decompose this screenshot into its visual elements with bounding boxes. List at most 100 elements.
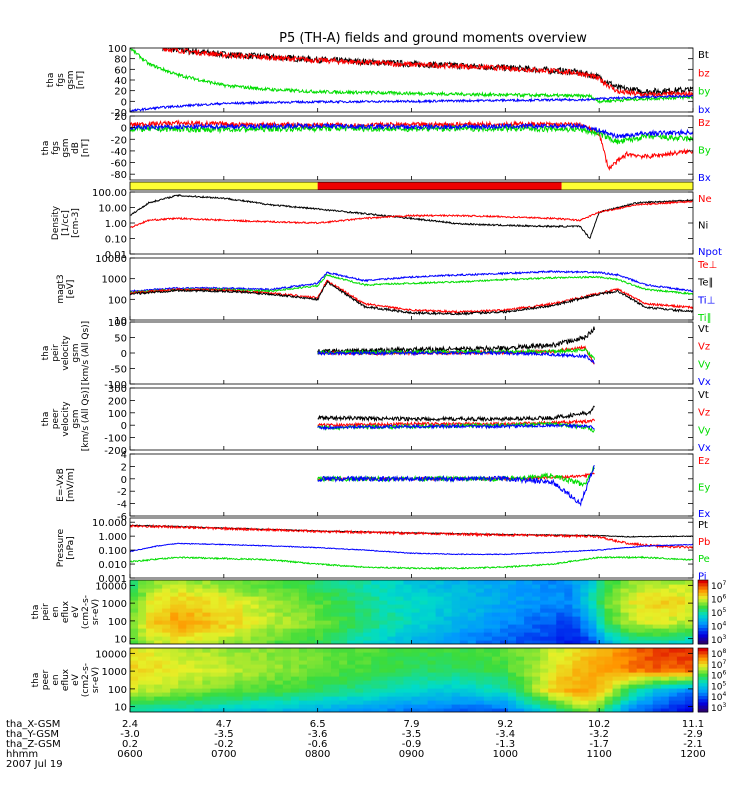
- heatmap-cell: [508, 656, 517, 661]
- heatmap-cell: [266, 592, 276, 597]
- heatmap-cell: [138, 604, 147, 609]
- heatmap-cell: [178, 656, 187, 661]
- heatmap-cell: [588, 640, 598, 644]
- heatmap-cell: [130, 692, 139, 697]
- heatmap-cell: [138, 628, 147, 633]
- heatmap-cell: [499, 652, 509, 657]
- y-tick-label: 20: [114, 112, 127, 123]
- heatmap-cell: [628, 604, 638, 609]
- heatmap-cell: [644, 640, 654, 644]
- heatmap-cell: [266, 620, 276, 625]
- heatmap-cell: [516, 672, 525, 677]
- heatmap-cell: [620, 648, 630, 653]
- heatmap-cell: [242, 684, 252, 689]
- heatmap-cell: [154, 616, 163, 621]
- heatmap-cell: [274, 620, 284, 625]
- legend-entry-bx: bx: [698, 105, 710, 116]
- heatmap-cell: [427, 704, 437, 709]
- series-line-Pb: [130, 523, 693, 549]
- heatmap-cell: [548, 676, 557, 681]
- heatmap-cell: [628, 596, 638, 601]
- heatmap-cell: [250, 584, 260, 589]
- heatmap-cell: [459, 612, 469, 617]
- heatmap-cell: [242, 640, 252, 644]
- time-axis-value: -3.5: [402, 729, 422, 740]
- heatmap-cell: [339, 696, 348, 701]
- heatmap-cell: [652, 660, 662, 665]
- heatmap-cell: [403, 692, 413, 697]
- heatmap-cell: [282, 640, 292, 644]
- heatmap-cell: [314, 652, 324, 657]
- heatmap-cell: [459, 620, 469, 625]
- heatmap-cell: [676, 652, 686, 657]
- heatmap-cell: [564, 600, 573, 605]
- heatmap-cell: [580, 600, 590, 605]
- heatmap-cell: [298, 592, 308, 597]
- heatmap-cell: [572, 708, 581, 712]
- heatmap-cell: [516, 688, 525, 693]
- heatmap-cell: [298, 632, 308, 637]
- heatmap-cell: [483, 680, 493, 685]
- heatmap-cell: [138, 680, 147, 685]
- heatmap-cell: [435, 692, 445, 697]
- heatmap-cell: [290, 664, 300, 669]
- heatmap-cell: [387, 632, 397, 637]
- mode-bar: [129, 181, 694, 191]
- heatmap-cell: [459, 580, 469, 585]
- heatmap-cell: [210, 600, 220, 605]
- heatmap-cell: [290, 604, 300, 609]
- heatmap-cell: [138, 700, 147, 705]
- heatmap-cell: [564, 696, 573, 701]
- heatmap-cell: [347, 704, 356, 709]
- heatmap-cell: [154, 624, 163, 629]
- heatmap-cell: [548, 596, 557, 601]
- heatmap-cell: [660, 660, 670, 665]
- heatmap-cell: [612, 664, 622, 669]
- heatmap-cell: [459, 624, 469, 629]
- heatmap-cell: [371, 660, 380, 665]
- heatmap-cell: [306, 668, 316, 673]
- heatmap-cell: [355, 692, 364, 697]
- heatmap-cell: [459, 664, 469, 669]
- heatmap-cell: [411, 676, 421, 681]
- colorbar-swatch: [698, 628, 708, 632]
- y-tick-label: -6: [117, 512, 127, 523]
- heatmap-cell: [580, 616, 590, 621]
- heatmap-cell: [612, 620, 622, 625]
- heatmap-cell: [226, 604, 236, 609]
- heatmap-cell: [652, 624, 662, 629]
- heatmap-cell: [620, 676, 630, 681]
- heatmap-cell: [282, 580, 292, 585]
- heatmap-cell: [596, 600, 606, 605]
- heatmap-cell: [258, 692, 268, 697]
- heatmap-cell: [130, 616, 139, 621]
- heatmap-cell: [403, 584, 413, 589]
- heatmap-cell: [508, 648, 517, 653]
- heatmap-cell: [516, 652, 525, 657]
- heatmap-cell: [435, 604, 445, 609]
- heatmap-cell: [588, 664, 598, 669]
- heatmap-cell: [508, 640, 517, 644]
- time-axis-row-label: tha_X-GSM: [6, 719, 60, 730]
- y-tick-label: 1000: [102, 275, 127, 286]
- heatmap-cell: [130, 584, 139, 589]
- heatmap-cell: [564, 588, 573, 593]
- colorbar-swatch: [698, 705, 708, 710]
- heatmap-cell: [258, 624, 268, 629]
- heatmap-cell: [130, 632, 139, 637]
- heatmap-cell: [298, 656, 308, 661]
- heatmap-cell: [451, 696, 461, 701]
- heatmap-cell: [435, 636, 445, 641]
- heatmap-cell: [266, 588, 276, 593]
- heatmap-cell: [331, 584, 340, 589]
- heatmap-cell: [612, 656, 622, 661]
- heatmap-cell: [202, 616, 212, 621]
- heatmap-cell: [604, 600, 614, 605]
- heatmap-cell: [218, 608, 228, 613]
- heatmap-cell: [580, 604, 590, 609]
- heatmap-cell: [548, 668, 557, 673]
- y-tick-label: 80: [114, 55, 127, 66]
- heatmap-cell: [218, 592, 228, 597]
- heatmap-cell: [130, 676, 139, 681]
- heatmap-cell: [483, 580, 493, 585]
